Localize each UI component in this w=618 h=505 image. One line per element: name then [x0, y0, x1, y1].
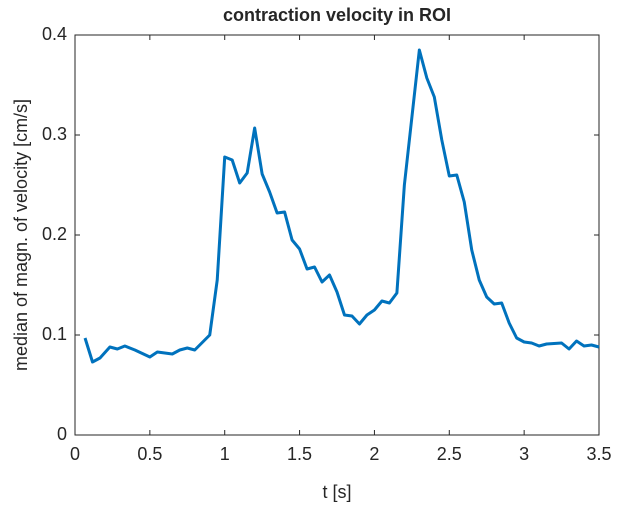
- line-series: [83, 48, 600, 364]
- x-tick-label: 2.5: [437, 444, 462, 464]
- chart-title: contraction velocity in ROI: [223, 5, 451, 25]
- x-tick-label: 2: [369, 444, 379, 464]
- y-tick-label: 0.4: [42, 24, 67, 44]
- y-tick-label: 0.2: [42, 224, 67, 244]
- x-tick-label: 1: [220, 444, 230, 464]
- x-tick-label: 3.5: [586, 444, 611, 464]
- y-tick-label: 0: [57, 424, 67, 444]
- y-tick-label: 0.1: [42, 324, 67, 344]
- y-tick-label: 0.3: [42, 124, 67, 144]
- plot-box: [74, 34, 600, 436]
- x-tick-label: 0.5: [137, 444, 162, 464]
- x-tick-label: 0: [70, 444, 80, 464]
- y-axis-label: median of magn. of velocity [cm/s]: [11, 99, 31, 371]
- x-axis-label: t [s]: [322, 482, 351, 502]
- x-tick-label: 3: [519, 444, 529, 464]
- x-tick-label: 1.5: [287, 444, 312, 464]
